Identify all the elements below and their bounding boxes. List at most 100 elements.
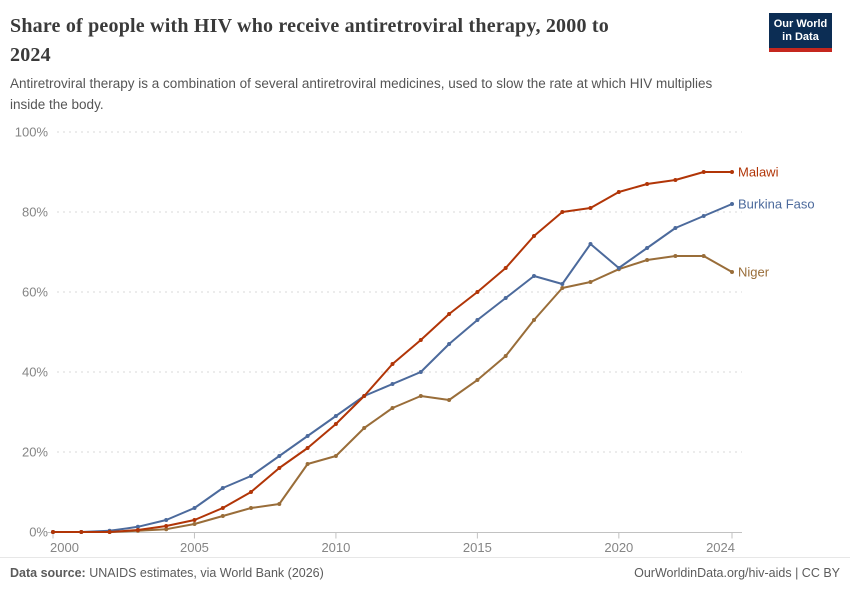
- point-niger-2011[interactable]: [362, 426, 367, 430]
- data-source-note: Data source: UNAIDS estimates, via World…: [10, 566, 324, 580]
- point-niger-2017[interactable]: [532, 318, 536, 322]
- point-malawi-2005[interactable]: [192, 518, 197, 522]
- point-burkina-faso-2022[interactable]: [673, 226, 678, 230]
- point-niger-2021[interactable]: [645, 258, 650, 262]
- point-niger-2019[interactable]: [588, 280, 593, 284]
- point-burkina-faso-2018[interactable]: [560, 282, 565, 286]
- point-malawi-2016[interactable]: [503, 266, 508, 270]
- point-niger-2016[interactable]: [503, 354, 508, 358]
- y-tick-label-80: 80%: [22, 205, 48, 220]
- point-malawi-2023[interactable]: [701, 170, 706, 174]
- x-tick-label-2000: 2000: [50, 540, 79, 555]
- page-title: Share of people with HIV who receive ant…: [10, 12, 750, 70]
- point-burkina-faso-2010[interactable]: [333, 414, 338, 418]
- point-niger-2012[interactable]: [390, 406, 395, 410]
- owid-logo-line-1: Our World: [773, 17, 828, 30]
- point-burkina-faso-2012[interactable]: [390, 382, 395, 386]
- point-malawi-2014[interactable]: [447, 312, 452, 316]
- x-tick-label-2005: 2005: [180, 540, 209, 555]
- line-malawi[interactable]: [52, 171, 733, 533]
- point-burkina-faso-2003[interactable]: [135, 524, 140, 529]
- point-malawi-2003[interactable]: [135, 528, 140, 532]
- point-malawi-2011[interactable]: [362, 394, 367, 398]
- point-malawi-2024[interactable]: [730, 170, 734, 174]
- x-tick-label-2024: 2024: [706, 540, 735, 555]
- series-label-malawi[interactable]: Malawi: [738, 165, 779, 180]
- owid-logo-line-2: in Data: [782, 30, 819, 43]
- chart-subtitle-line-2: inside the body.: [10, 97, 104, 112]
- point-malawi-2008[interactable]: [277, 466, 282, 470]
- point-malawi-2015[interactable]: [475, 290, 480, 294]
- point-burkina-faso-2006[interactable]: [220, 486, 225, 490]
- line-burkina-faso[interactable]: [52, 203, 733, 533]
- x-tick-label-2010: 2010: [321, 540, 350, 555]
- point-niger-2006[interactable]: [220, 514, 225, 518]
- point-burkina-faso-2017[interactable]: [532, 274, 536, 278]
- point-malawi-2019[interactable]: [588, 206, 593, 210]
- page-title-line-2: 2024: [10, 44, 51, 66]
- footer-divider: [0, 557, 850, 558]
- point-burkina-faso-2024[interactable]: [730, 202, 734, 206]
- line-niger[interactable]: [52, 255, 733, 533]
- x-tick-label-2015: 2015: [463, 540, 492, 555]
- point-burkina-faso-2013[interactable]: [418, 370, 423, 374]
- y-tick-label-100: 100%: [15, 125, 49, 140]
- point-niger-2024[interactable]: [730, 270, 734, 274]
- point-malawi-2000[interactable]: [51, 530, 55, 534]
- point-malawi-2002[interactable]: [107, 530, 112, 534]
- point-niger-2005[interactable]: [192, 522, 197, 526]
- point-malawi-2006[interactable]: [220, 506, 225, 510]
- point-malawi-2007[interactable]: [249, 490, 253, 494]
- data-source-label: Data source:: [10, 566, 86, 580]
- point-niger-2022[interactable]: [673, 254, 678, 258]
- point-malawi-2001[interactable]: [79, 530, 84, 534]
- chart-subtitle: Antiretroviral therapy is a combination …: [10, 73, 810, 115]
- point-niger-2023[interactable]: [701, 254, 706, 258]
- owid-logo[interactable]: Our World in Data: [769, 13, 832, 52]
- point-burkina-faso-2016[interactable]: [503, 296, 508, 300]
- point-niger-2009[interactable]: [305, 462, 310, 466]
- series-label-burkina-faso[interactable]: Burkina Faso: [738, 197, 815, 212]
- point-burkina-faso-2019[interactable]: [588, 242, 593, 246]
- y-tick-label-20: 20%: [22, 445, 48, 460]
- page-title-line-1: Share of people with HIV who receive ant…: [10, 15, 609, 37]
- point-malawi-2013[interactable]: [418, 338, 423, 342]
- point-burkina-faso-2007[interactable]: [249, 474, 253, 478]
- point-burkina-faso-2014[interactable]: [447, 342, 452, 346]
- point-burkina-faso-2020[interactable]: [616, 266, 621, 270]
- point-burkina-faso-2015[interactable]: [475, 318, 480, 322]
- point-niger-2004[interactable]: [164, 527, 169, 532]
- point-burkina-faso-2008[interactable]: [277, 454, 282, 458]
- data-source-text: UNAIDS estimates, via World Bank (2026): [85, 566, 324, 580]
- y-tick-label-0: 0%: [29, 525, 48, 540]
- point-niger-2013[interactable]: [418, 394, 423, 398]
- point-niger-2008[interactable]: [277, 502, 282, 506]
- point-malawi-2020[interactable]: [616, 190, 621, 194]
- point-malawi-2004[interactable]: [164, 524, 169, 528]
- y-tick-label-40: 40%: [22, 365, 48, 380]
- owid-url-license[interactable]: OurWorldinData.org/hiv-aids | CC BY: [634, 566, 840, 580]
- point-malawi-2022[interactable]: [673, 178, 678, 182]
- point-niger-2018[interactable]: [560, 286, 565, 290]
- y-tick-label-60: 60%: [22, 285, 48, 300]
- x-tick-label-2020: 2020: [604, 540, 633, 555]
- point-burkina-faso-2023[interactable]: [701, 214, 706, 218]
- point-malawi-2010[interactable]: [333, 422, 338, 426]
- chart-subtitle-line-1: Antiretroviral therapy is a combination …: [10, 76, 713, 91]
- point-malawi-2017[interactable]: [532, 234, 536, 238]
- point-niger-2007[interactable]: [249, 506, 253, 510]
- point-malawi-2021[interactable]: [645, 182, 650, 186]
- point-malawi-2018[interactable]: [560, 210, 565, 214]
- point-niger-2010[interactable]: [333, 454, 338, 458]
- point-burkina-faso-2004[interactable]: [164, 518, 169, 522]
- point-burkina-faso-2021[interactable]: [645, 246, 650, 250]
- point-malawi-2012[interactable]: [390, 362, 395, 366]
- point-niger-2015[interactable]: [475, 378, 480, 382]
- point-malawi-2009[interactable]: [305, 446, 310, 450]
- point-niger-2014[interactable]: [447, 398, 452, 402]
- series-label-niger[interactable]: Niger: [738, 265, 770, 280]
- point-burkina-faso-2005[interactable]: [192, 506, 197, 510]
- point-burkina-faso-2009[interactable]: [305, 434, 310, 438]
